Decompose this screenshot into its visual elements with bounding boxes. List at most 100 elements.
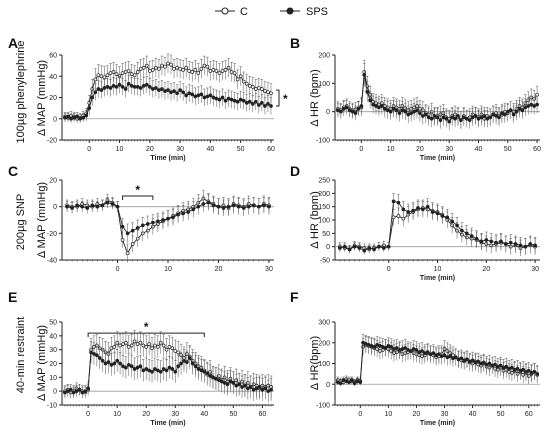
data-point xyxy=(105,73,110,78)
data-point xyxy=(520,108,525,113)
data-point xyxy=(425,204,430,209)
x-tick-label: 30 xyxy=(176,146,184,153)
data-point xyxy=(90,203,95,208)
y-tick-label: 50 xyxy=(49,320,57,327)
data-point xyxy=(226,65,231,70)
x-tick-label: 30 xyxy=(265,266,273,273)
data-point xyxy=(170,346,175,351)
data-point xyxy=(193,364,198,369)
data-point xyxy=(220,69,225,73)
y-tick-label: 0 xyxy=(326,244,330,251)
data-point xyxy=(176,364,181,369)
data-point xyxy=(105,200,110,205)
data-point xyxy=(223,68,228,72)
data-point xyxy=(450,219,454,224)
data-point xyxy=(383,346,388,350)
data-point xyxy=(81,115,86,120)
data-point xyxy=(145,222,150,226)
data-point xyxy=(100,203,105,208)
data-point xyxy=(266,389,271,394)
series-sps xyxy=(336,63,539,131)
data-point xyxy=(415,108,419,113)
data-point xyxy=(241,79,246,84)
data-point xyxy=(164,368,169,373)
data-point xyxy=(257,204,261,209)
x-axis-label: Time (min) xyxy=(150,420,185,427)
data-point xyxy=(238,74,243,79)
data-point xyxy=(235,77,240,82)
data-point xyxy=(357,246,362,250)
data-point xyxy=(160,63,164,68)
data-point xyxy=(99,88,104,92)
data-point xyxy=(260,100,264,105)
data-point xyxy=(380,104,384,108)
data-point xyxy=(130,228,135,233)
data-point xyxy=(347,108,352,113)
data-point xyxy=(120,238,125,242)
data-point xyxy=(115,204,120,209)
data-point xyxy=(497,115,501,120)
data-point xyxy=(80,204,85,209)
data-point xyxy=(229,97,234,102)
data-point xyxy=(158,340,163,345)
legend-item-c: C xyxy=(215,6,248,18)
data-point xyxy=(175,91,179,96)
y-tick-label: 60 xyxy=(49,53,57,60)
panel-letter: C xyxy=(8,163,18,179)
x-tick-label: 60 xyxy=(258,411,266,418)
data-point xyxy=(219,379,224,384)
data-point xyxy=(257,86,261,90)
data-point xyxy=(250,102,255,106)
data-point xyxy=(394,346,399,350)
data-point xyxy=(211,68,216,72)
data-point xyxy=(491,112,495,117)
data-point xyxy=(532,104,536,108)
data-point xyxy=(86,386,90,391)
data-point xyxy=(470,115,475,120)
data-point xyxy=(535,102,539,107)
data-point xyxy=(63,115,67,120)
y-tick-label: -20 xyxy=(47,231,57,238)
data-point xyxy=(234,383,239,388)
data-point xyxy=(211,375,215,380)
y-tick-label: -20 xyxy=(47,138,57,145)
y-axis-label: Δ HR (bpm) xyxy=(309,191,321,248)
data-point xyxy=(479,239,484,244)
data-point xyxy=(141,65,146,70)
data-point xyxy=(93,90,98,95)
data-point xyxy=(263,386,268,391)
data-point xyxy=(266,102,270,106)
data-point xyxy=(172,89,176,93)
data-point xyxy=(462,115,466,120)
data-point xyxy=(118,343,122,348)
x-tick-label: 20 xyxy=(482,266,490,273)
data-point xyxy=(191,207,196,212)
x-tick-label: 10 xyxy=(434,266,442,273)
series-sps xyxy=(63,341,273,403)
data-point xyxy=(151,220,155,225)
data-point xyxy=(190,361,195,366)
data-point xyxy=(465,357,469,362)
data-point xyxy=(342,244,347,249)
legend-item-sps: SPS xyxy=(280,6,328,18)
data-point xyxy=(469,234,474,238)
data-point xyxy=(409,111,413,115)
data-point xyxy=(221,206,226,210)
data-point xyxy=(87,106,92,110)
data-point xyxy=(129,72,134,76)
data-point xyxy=(250,85,255,89)
data-point xyxy=(154,65,158,70)
data-point xyxy=(352,381,357,386)
data-point xyxy=(535,372,540,376)
data-point xyxy=(144,367,149,371)
data-point xyxy=(470,358,475,363)
data-point xyxy=(126,345,131,349)
data-point xyxy=(173,349,178,353)
data-point xyxy=(193,68,198,72)
data-point xyxy=(176,350,181,355)
x-tick-label: 30 xyxy=(445,146,453,153)
data-point xyxy=(129,364,134,369)
data-point xyxy=(89,350,93,355)
data-point xyxy=(129,343,134,348)
data-point xyxy=(518,243,523,248)
